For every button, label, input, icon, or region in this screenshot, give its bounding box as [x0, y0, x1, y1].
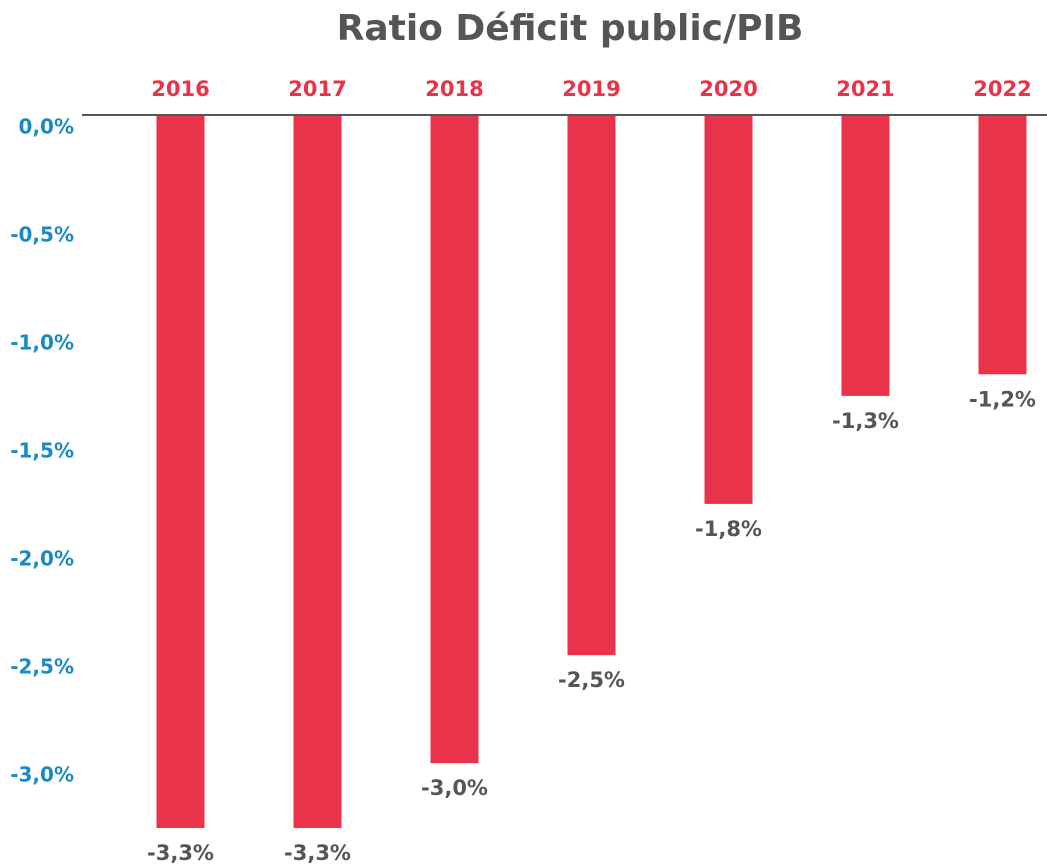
value-label: -3,3% [284, 841, 351, 864]
bar [704, 115, 753, 504]
chart-title: Ratio Déficit public/PIB [337, 8, 804, 49]
y-tick-label: -2,0% [10, 547, 74, 571]
y-tick-label: -1,5% [10, 439, 74, 463]
y-tick-label: -2,5% [10, 655, 74, 679]
bar [978, 115, 1027, 375]
x-tick-label: 2017 [288, 77, 346, 101]
value-label: -3,3% [147, 841, 214, 864]
bar [567, 115, 616, 656]
value-label: -3,0% [421, 776, 488, 800]
bar [430, 115, 479, 764]
y-tick-label: -1,0% [10, 331, 74, 355]
x-tick-label: 2016 [151, 77, 209, 101]
x-tick-label: 2018 [425, 77, 483, 101]
value-label: -1,8% [695, 517, 762, 541]
bar [841, 115, 890, 396]
x-tick-label: 2020 [699, 77, 757, 101]
value-label: -2,5% [558, 668, 625, 692]
y-tick-label: 0,0% [19, 115, 74, 139]
value-label: -1,3% [832, 409, 899, 433]
y-tick-label: -0,5% [10, 223, 74, 247]
x-tick-label: 2022 [973, 77, 1031, 101]
bar [293, 115, 342, 828]
x-tick-label: 2019 [562, 77, 620, 101]
bar [156, 115, 205, 828]
y-tick-label: -3,0% [10, 763, 74, 787]
value-label: -1,2% [969, 387, 1036, 411]
x-tick-label: 2021 [836, 77, 894, 101]
